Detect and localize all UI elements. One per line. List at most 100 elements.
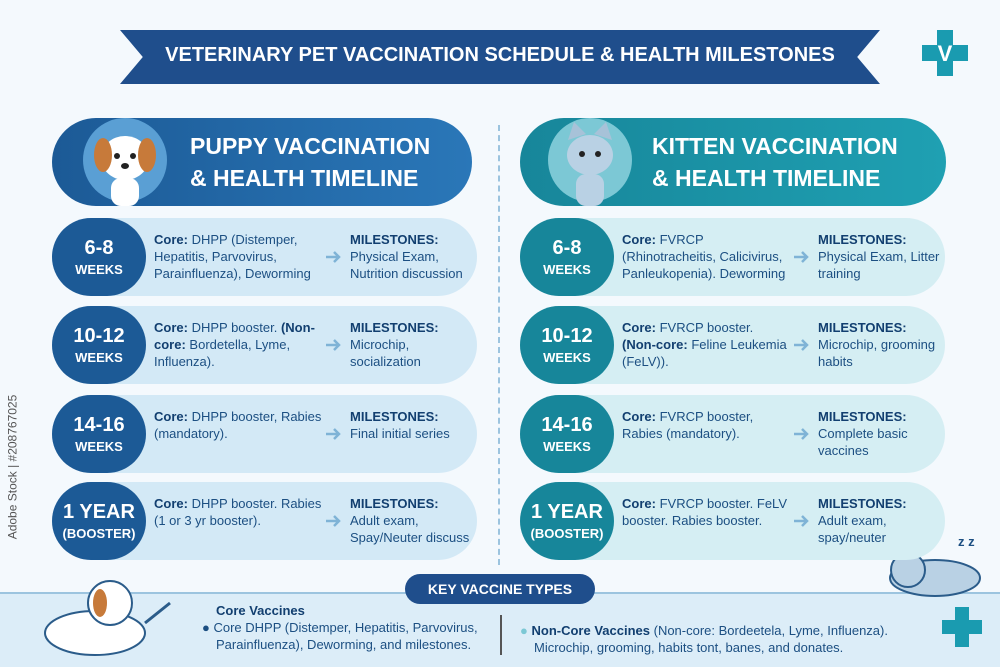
core-label: Core: (622, 409, 656, 424)
puppy-mascot (44, 580, 171, 656)
watermark: Adobe Stock | #208767025 (5, 394, 20, 540)
logo-small (942, 607, 982, 647)
arrow (326, 251, 341, 263)
core-label: Core: (622, 320, 656, 335)
age-unit: (BOOSTER) (530, 526, 604, 541)
core-text: FVRCP (Rhinotracheitis, Calicivirus, Pan… (622, 232, 786, 281)
age: 14-16 (541, 414, 593, 436)
age-unit: WEEKS (543, 439, 591, 454)
divider (498, 125, 500, 565)
age: 1 YEAR (63, 501, 135, 523)
cat-mascot: z z (889, 534, 981, 597)
arrow (794, 339, 809, 351)
age: 6-8 (84, 237, 114, 259)
title-line: & HEALTH TIMELINE (652, 165, 881, 191)
milestones: MILESTONES: Complete basic vaccines (818, 408, 943, 459)
age-unit: (BOOSTER) (62, 526, 136, 541)
puppy-icon (83, 118, 167, 206)
age-badge: 14-16 WEEKS (520, 395, 614, 473)
milestones: MILESTONES: Adult exam, Spay/Neuter discu… (350, 495, 475, 546)
age-badge: 14-16 WEEKS (52, 395, 146, 473)
core-text: DHPP booster. Rabies (1 or 3 yr booster)… (154, 496, 322, 528)
logo: V (922, 30, 968, 76)
noncore-text: Feline Leukemia (FeLV)). (622, 337, 787, 369)
core-label: Core: (622, 232, 656, 247)
kitten-icon (548, 118, 632, 206)
milestones-label: MILESTONES: (818, 232, 907, 247)
milestones: MILESTONES: Microchip, grooming habits (818, 319, 943, 370)
milestones-label: MILESTONES: (818, 320, 907, 335)
core-text: FVRCP booster. FeLV booster. Rabies boos… (622, 496, 787, 528)
milestones-label: MILESTONES: (350, 409, 439, 424)
title-line: KITTEN VACCINATION (652, 133, 898, 159)
arrow (326, 339, 341, 351)
kitten-title: KITTEN VACCINATION & HEALTH TIMELINE (652, 130, 898, 194)
core-label: Core: (154, 496, 188, 511)
milestones-label: MILESTONES: (350, 320, 439, 335)
milestones-label: MILESTONES: (350, 232, 439, 247)
milestones-text: Physical Exam, Nutrition discussion (350, 249, 463, 281)
core-label: Core: (154, 232, 188, 247)
age: 6-8 (552, 237, 582, 259)
core-vaccines: Core: FVRCP booster. (Non-core: Feline L… (622, 319, 790, 370)
milestones: MILESTONES: Final initial series (350, 408, 475, 442)
title-line: PUPPY VACCINATION (190, 133, 431, 159)
age-unit: WEEKS (75, 262, 123, 277)
age-badge: 1 YEAR (BOOSTER) (52, 482, 146, 560)
core-text: FVRCP booster, Rabies (mandatory). (622, 409, 754, 441)
noncore-label: (Non-core: (622, 337, 688, 352)
page-title: VETERINARY PET VACCINATION SCHEDULE & HE… (165, 44, 835, 66)
arrow (794, 515, 809, 527)
noncore-text: Bordetella, Lyme, Influenza). (154, 337, 291, 369)
age: 14-16 (73, 414, 125, 436)
milestones: MILESTONES: Physical Exam, Litter trainin… (818, 231, 943, 282)
sleep-icon: z z (958, 534, 975, 549)
age-badge: 1 YEAR (BOOSTER) (520, 482, 614, 560)
logo-letter: V (938, 41, 953, 66)
core-vaccines: Core: DHPP booster. (Non-core: Bordetell… (154, 319, 322, 370)
milestones: MILESTONES: Physical Exam, Nutrition disc… (350, 231, 475, 282)
milestones-text: Microchip, socialization (350, 337, 421, 369)
milestones-label: MILESTONES: (818, 496, 907, 511)
milestones-label: MILESTONES: (818, 409, 907, 424)
core-key: Core Vaccines ● Core DHPP (Distemper, He… (200, 602, 490, 653)
core-vaccines: Core: DHPP (Distemper, Hepatitis, Parvov… (154, 231, 322, 282)
key-text: Core DHPP (Distemper, Hepatitis, Parvovi… (213, 620, 478, 652)
noncore-key: ● Non-Core Vaccines (Non-core: Bordeetel… (520, 623, 888, 655)
milestones-text: Adult exam, Spay/Neuter discuss (350, 513, 470, 545)
age-unit: WEEKS (75, 439, 123, 454)
age-unit: WEEKS (543, 350, 591, 365)
age: 10-12 (541, 325, 593, 347)
age-unit: WEEKS (543, 262, 591, 277)
key-divider (500, 615, 502, 655)
core-text: DHPP (Distemper, Hepatitis, Parvovirus, … (154, 232, 311, 281)
core-vaccines: Core: FVRCP booster. FeLV booster. Rabie… (622, 495, 790, 529)
key-text: (Non-core: Bordeetela, Lyme, Influenza).… (534, 623, 888, 655)
arrow (326, 515, 341, 527)
age-badge: 6-8 WEEKS (520, 218, 614, 296)
milestones-text: Physical Exam, Litter training (818, 249, 940, 281)
core-vaccines: Core: FVRCP (Rhinotracheitis, Caliciviru… (622, 231, 790, 282)
key-heading: Core Vaccines (216, 603, 305, 618)
milestones-text: Adult exam, spay/neuter (818, 513, 887, 545)
title-line: & HEALTH TIMELINE (190, 165, 419, 191)
arrow (794, 428, 809, 440)
age-badge: 10-12 WEEKS (52, 306, 146, 384)
core-text: DHPP booster, Rabies (mandatory). (154, 409, 322, 441)
puppy-title: PUPPY VACCINATION & HEALTH TIMELINE (190, 130, 430, 194)
noncore-label: (Non-core: (154, 320, 315, 352)
core-text: FVRCP booster. (659, 320, 754, 335)
arrow (794, 251, 809, 263)
milestones: MILESTONES: Adult exam, spay/neuter (818, 495, 943, 546)
milestones-text: Complete basic vaccines (818, 426, 908, 458)
arrow (326, 428, 341, 440)
milestones-label: MILESTONES: (350, 496, 439, 511)
age-badge: 6-8 WEEKS (52, 218, 146, 296)
core-label: Core: (154, 320, 188, 335)
key-title: KEY VACCINE TYPES (405, 574, 595, 604)
title-banner (120, 30, 880, 84)
milestones: MILESTONES: Microchip, socialization (350, 319, 475, 370)
core-vaccines: Core: DHPP booster. Rabies (1 or 3 yr bo… (154, 495, 322, 529)
age: 10-12 (73, 325, 125, 347)
